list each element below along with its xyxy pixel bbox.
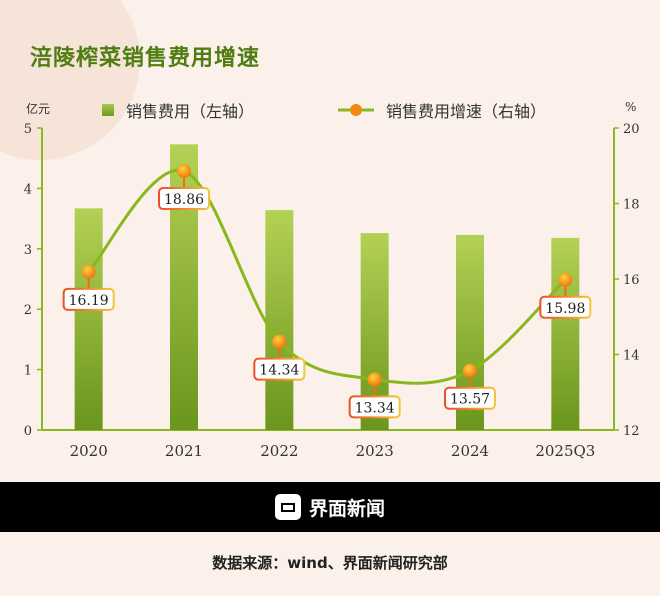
- legend-bar-swatch: [102, 104, 114, 116]
- x-tick-label: 2022: [260, 442, 298, 460]
- legend-bar: 销售费用（左轴）: [102, 98, 254, 122]
- data-label: 15.98: [545, 301, 585, 317]
- bar: [74, 208, 103, 430]
- x-tick-label: 2023: [356, 442, 394, 460]
- right-tick-label: 14: [623, 349, 640, 364]
- x-tick-label: 2025Q3: [535, 442, 595, 460]
- left-axis-unit: 亿元: [26, 102, 51, 116]
- data-label-box: [253, 357, 306, 381]
- left-tick-label: 2: [24, 303, 32, 318]
- growth-marker: [558, 272, 573, 287]
- chart-title: 涪陵榨菜销售费用增速: [30, 46, 261, 71]
- data-label-box: [62, 287, 115, 311]
- x-tick-label: 2021: [165, 442, 203, 460]
- x-tick-label: 2024: [451, 442, 489, 460]
- left-tick-label: 5: [24, 122, 32, 137]
- bar: [265, 210, 294, 430]
- brand-logo-icon: [274, 494, 301, 520]
- legend-bar-label: 销售费用（左轴）: [126, 102, 255, 121]
- brand-name: 界面新闻: [308, 497, 385, 520]
- data-label: 13.34: [355, 400, 395, 416]
- growth-marker: [177, 164, 191, 179]
- brand-banner: 界面新闻: [0, 482, 660, 532]
- right-tick-label: 16: [623, 273, 640, 288]
- bar: [551, 237, 580, 430]
- right-tick-label: 18: [623, 198, 640, 213]
- left-tick-label: 1: [24, 364, 32, 379]
- legend-line: 销售费用增速（右轴）: [338, 98, 546, 122]
- data-label-box: [348, 395, 401, 419]
- legend-line-swatch: [338, 104, 374, 116]
- right-tick-label: 20: [623, 122, 640, 137]
- data-label-box: [539, 295, 592, 319]
- data-label-box: [158, 187, 210, 211]
- left-tick-label: 0: [24, 424, 32, 439]
- growth-marker: [272, 334, 287, 349]
- right-axis-unit: %: [625, 100, 637, 114]
- data-label: 18.86: [164, 192, 204, 208]
- left-tick-label: 4: [24, 182, 32, 197]
- data-label-box: [444, 386, 496, 410]
- growth-marker: [463, 363, 477, 378]
- data-label: 14.34: [259, 363, 299, 379]
- right-tick-label: 12: [623, 424, 640, 439]
- data-label: 16.19: [69, 293, 109, 309]
- data-source: 数据来源：wind、界面新闻研究部: [212, 554, 448, 572]
- left-tick-label: 3: [24, 243, 32, 258]
- growth-marker: [367, 372, 382, 387]
- legend-line-label: 销售费用增速（右轴）: [386, 102, 547, 121]
- growth-marker: [81, 264, 96, 279]
- x-tick-label: 2020: [70, 442, 108, 460]
- data-label: 13.57: [450, 392, 490, 408]
